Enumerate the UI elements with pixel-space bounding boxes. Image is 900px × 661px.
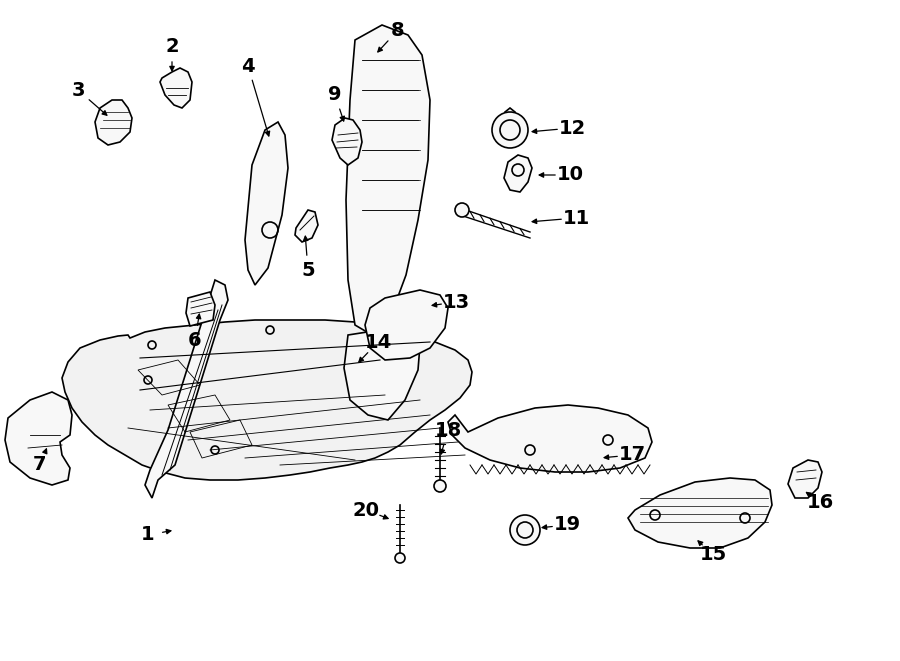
Polygon shape (344, 330, 420, 420)
Polygon shape (186, 292, 215, 326)
Circle shape (434, 480, 446, 492)
Polygon shape (5, 392, 72, 485)
Text: 20: 20 (353, 500, 380, 520)
Polygon shape (504, 155, 532, 192)
Text: 1: 1 (141, 525, 155, 545)
Circle shape (492, 112, 528, 148)
Polygon shape (505, 108, 515, 120)
Text: 16: 16 (806, 492, 833, 512)
Polygon shape (160, 68, 192, 108)
Circle shape (455, 203, 469, 217)
Polygon shape (295, 210, 318, 242)
Text: 7: 7 (33, 455, 47, 475)
Polygon shape (62, 320, 472, 480)
Polygon shape (628, 478, 772, 548)
Polygon shape (145, 280, 228, 498)
Text: 2: 2 (166, 38, 179, 56)
Text: 19: 19 (554, 516, 580, 535)
Circle shape (510, 515, 540, 545)
Polygon shape (332, 118, 362, 165)
Text: 6: 6 (188, 330, 202, 350)
Text: 14: 14 (364, 332, 392, 352)
Text: 11: 11 (562, 208, 590, 227)
Text: 18: 18 (435, 420, 462, 440)
Text: 12: 12 (558, 118, 586, 137)
Circle shape (395, 553, 405, 563)
Text: 4: 4 (241, 56, 255, 75)
Polygon shape (788, 460, 822, 498)
Text: 13: 13 (443, 293, 470, 311)
Polygon shape (346, 25, 430, 335)
Text: 5: 5 (302, 260, 315, 280)
Polygon shape (365, 290, 448, 360)
Text: 15: 15 (699, 545, 726, 564)
Text: 9: 9 (328, 85, 342, 104)
Text: 10: 10 (556, 165, 583, 184)
Polygon shape (245, 122, 288, 285)
Polygon shape (448, 405, 652, 472)
Text: 3: 3 (71, 81, 85, 100)
Polygon shape (95, 100, 132, 145)
Text: 8: 8 (392, 20, 405, 40)
Text: 17: 17 (618, 446, 645, 465)
